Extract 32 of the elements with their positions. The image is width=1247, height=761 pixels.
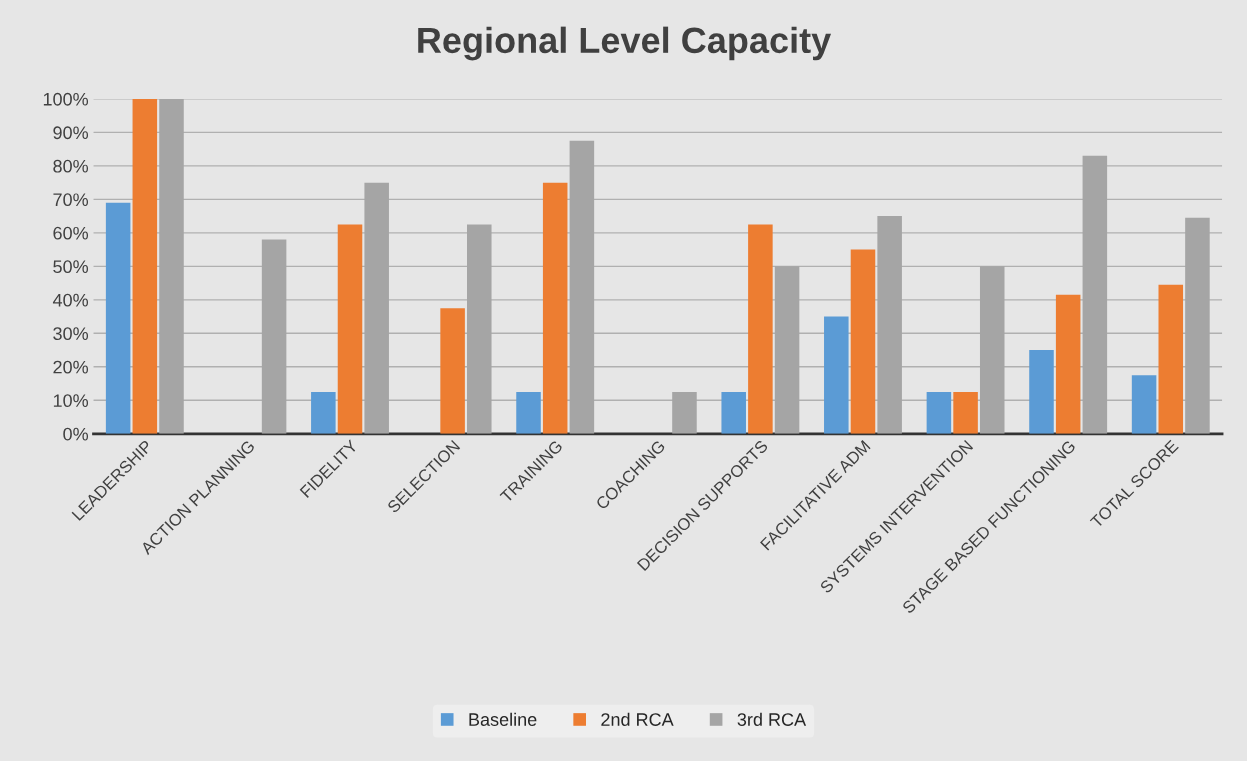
y-tick-label: 90% — [53, 126, 89, 140]
bar — [850, 249, 876, 434]
bar — [542, 182, 568, 434]
bar — [105, 202, 131, 434]
bar — [926, 391, 952, 434]
legend-label: Baseline — [469, 712, 537, 726]
bar — [440, 308, 465, 434]
y-tick-label: 40% — [52, 293, 89, 307]
y-tick-label: 70% — [53, 193, 89, 207]
bar — [824, 316, 849, 434]
y-tick-label: 20% — [53, 360, 89, 374]
y-tick-label: 100% — [43, 92, 89, 106]
legend-label: 3rd RCA — [737, 712, 807, 726]
y-tick-label: 10% — [53, 394, 89, 408]
bar — [721, 391, 746, 434]
y-tick-label: 60% — [53, 226, 89, 240]
bar — [1131, 375, 1157, 434]
bar — [1029, 350, 1054, 434]
chart-title: Regional Level Capacity — [418, 26, 832, 61]
bar — [337, 224, 363, 434]
legend-label: 2nd RCA — [601, 712, 674, 726]
bar — [516, 391, 541, 434]
y-tick-label: 80% — [53, 159, 89, 173]
y-tick-label: 30% — [53, 327, 89, 341]
bar — [748, 224, 773, 434]
bar — [1158, 284, 1184, 434]
y-tick-label: 0% — [63, 427, 89, 441]
y-tick-label: 50% — [53, 260, 89, 274]
bar — [953, 391, 978, 434]
bar — [1055, 294, 1081, 434]
bar — [311, 391, 336, 434]
bar — [132, 98, 158, 434]
